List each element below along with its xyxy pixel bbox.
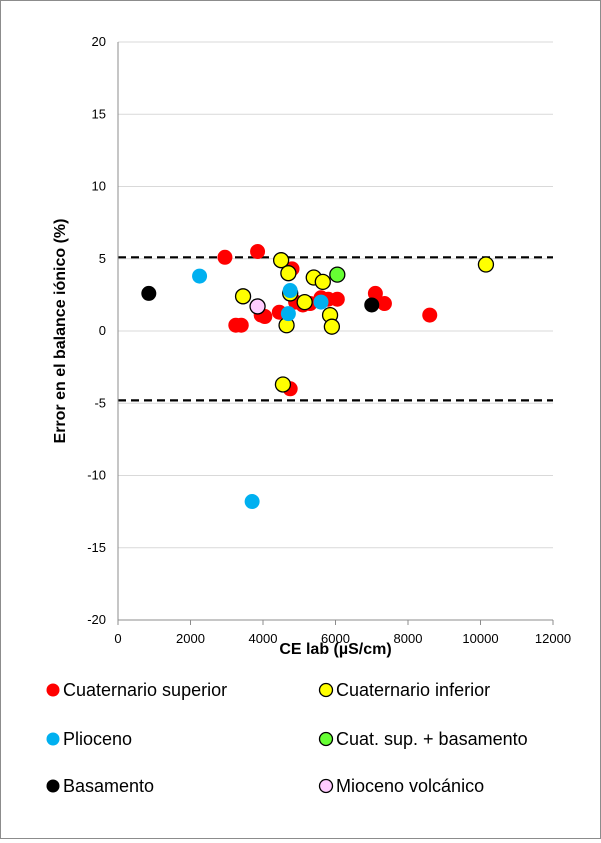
x-tick-label: 0: [114, 631, 121, 646]
legend-marker-basamento: [46, 779, 60, 793]
y-tick-label: 10: [92, 179, 106, 194]
y-tick-label: 0: [99, 323, 106, 338]
point-plioceno: [280, 306, 296, 322]
point-cuaternario-superior: [217, 249, 233, 265]
legend-label-cuat-sup-basamento: Cuat. sup. + basamento: [336, 729, 528, 749]
y-tick-label: -20: [87, 612, 106, 627]
point-mioceno-volcanico: [249, 298, 266, 315]
legend-label-basamento: Basamento: [63, 776, 154, 796]
point-plioceno: [282, 283, 298, 299]
point-cuaternario-superior: [250, 244, 266, 260]
x-axis-title: CE lab (µS/cm): [279, 641, 391, 658]
legend: Cuaternario superior Cuaternario inferior…: [46, 680, 528, 796]
point-plioceno: [192, 268, 208, 284]
legend-label-cuaternario-inferior: Cuaternario inferior: [336, 680, 490, 700]
x-tick-label: 4000: [249, 631, 278, 646]
point-cuaternario-inferior: [280, 265, 297, 282]
x-tick-label: 12000: [535, 631, 571, 646]
point-basamento: [141, 285, 157, 301]
point-basamento: [364, 297, 380, 313]
x-tick-label: 8000: [394, 631, 423, 646]
legend-marker-mioceno-volcanico: [318, 778, 334, 794]
reference-lines: [118, 256, 553, 402]
y-tick-label: 20: [92, 34, 106, 49]
legend-label-cuaternario-superior: Cuaternario superior: [63, 680, 227, 700]
legend-marker-cuaternario-superior: [46, 683, 60, 697]
legend-marker-cuaternario-inferior: [318, 682, 334, 698]
point-cuaternario-inferior: [296, 293, 313, 311]
x-tick-label: 10000: [462, 631, 498, 646]
point-cuaternario-inferior: [314, 273, 331, 291]
point-plioceno: [244, 494, 260, 510]
point-cuaternario-inferior: [477, 256, 495, 273]
y-tick-label: -10: [87, 468, 106, 483]
point-cuaternario-superior: [233, 317, 249, 333]
point-plioceno: [313, 294, 329, 310]
y-tick-label: 15: [92, 106, 106, 121]
x-tick-label: 6000: [321, 631, 350, 646]
point-cuaternario-superior: [376, 296, 392, 312]
legend-label-plioceno: Plioceno: [63, 729, 132, 749]
point-cuaternario-inferior: [272, 252, 290, 269]
y-tick-label: 5: [99, 251, 106, 266]
point-cuaternario-inferior: [234, 288, 252, 305]
axes: 20 15 10 5 0 -5 -10 -15 -20 0 2000 4000 6000 8000 1000…: [87, 34, 571, 646]
point-cuaternario-superior: [329, 291, 345, 307]
legend-marker-plioceno: [46, 732, 60, 746]
point-cuat-sup-basamento: [329, 266, 346, 283]
y-tick-label: -5: [94, 395, 106, 410]
legend-marker-cuat-sup-basamento: [318, 731, 334, 747]
y-tick-label: -15: [87, 540, 106, 555]
data-points: [141, 244, 495, 510]
y-axis-title: Error en el balance iónico (%): [52, 219, 69, 444]
x-tick-label: 2000: [176, 631, 205, 646]
point-cuaternario-superior: [367, 285, 383, 301]
point-cuaternario-superior: [422, 307, 438, 323]
legend-label-mioceno-volcanico: Mioceno volcánico: [336, 776, 484, 796]
point-cuaternario-inferior: [323, 318, 341, 335]
point-cuaternario-inferior: [274, 376, 292, 393]
